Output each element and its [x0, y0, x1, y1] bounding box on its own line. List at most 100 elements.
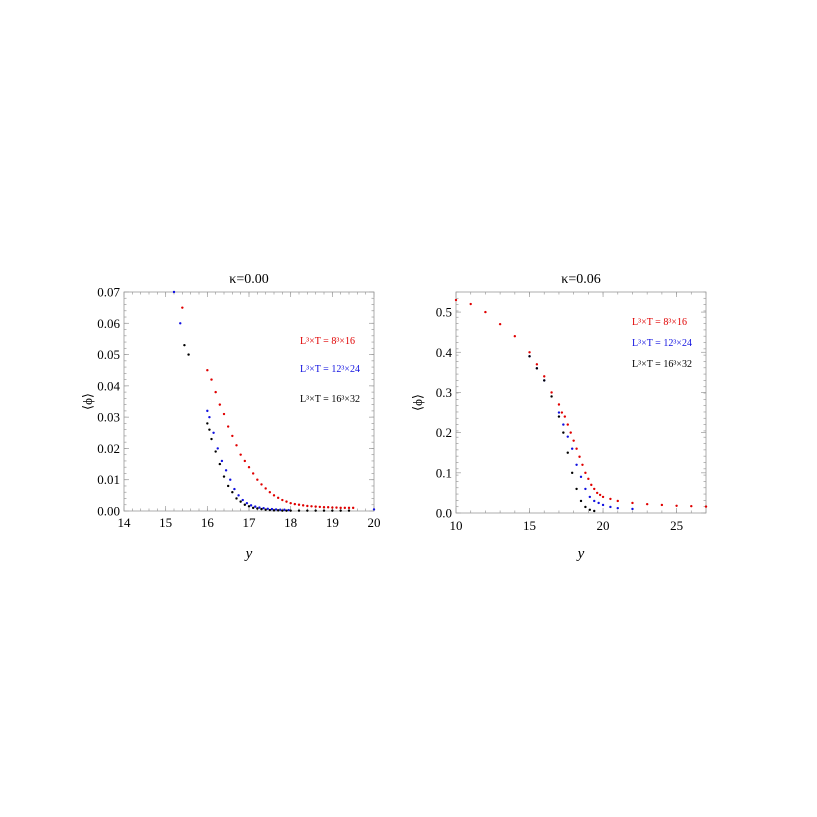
data-point — [233, 487, 236, 491]
data-point — [272, 509, 276, 512]
data-point — [578, 455, 581, 458]
data-point — [570, 471, 574, 475]
data-point — [590, 483, 593, 487]
data-point — [339, 506, 342, 510]
data-point — [281, 509, 284, 512]
series-2 — [528, 355, 634, 511]
data-point — [557, 415, 561, 418]
data-point — [276, 496, 280, 500]
x-axis-label: y — [244, 546, 253, 562]
data-point — [247, 466, 251, 469]
data-point — [318, 505, 322, 509]
data-point — [572, 439, 575, 442]
data-point — [575, 463, 578, 466]
data-point — [351, 506, 355, 510]
data-point — [254, 505, 257, 508]
data-point — [593, 487, 596, 491]
data-point — [704, 505, 708, 508]
data-point — [216, 447, 219, 450]
data-point — [243, 503, 247, 506]
data-point — [372, 508, 376, 511]
data-point — [609, 505, 612, 509]
data-point — [593, 509, 596, 513]
data-point — [281, 498, 284, 502]
chart-kappa-0-06: 10 15 20 25 0.0 0.1 0.2 0.3 0.4 0.5 κ=0.06 y ⟨ϕ⟩ L³×T… — [410, 272, 708, 562]
data-point — [218, 462, 222, 466]
y-tick-label: 0.01 — [97, 472, 120, 487]
legend-entry: L³×T = 12³×24 — [300, 364, 360, 375]
data-point — [206, 422, 209, 425]
data-point — [587, 477, 590, 481]
x-tick-label: 18 — [284, 515, 297, 530]
data-point — [287, 508, 290, 512]
data-point — [566, 423, 569, 426]
data-point — [279, 508, 282, 511]
data-point — [224, 469, 228, 472]
data-point — [335, 506, 338, 509]
data-point — [347, 506, 351, 510]
data-point — [289, 501, 292, 505]
data-point — [268, 491, 272, 494]
data-point — [251, 506, 255, 510]
x-tick-label: 15 — [523, 518, 536, 533]
data-point — [245, 501, 249, 505]
data-point — [563, 415, 567, 418]
data-point — [550, 391, 553, 394]
y-tick-label: 0.4 — [436, 345, 453, 360]
data-point — [306, 509, 309, 512]
data-point — [301, 504, 305, 507]
x-tick-label: 25 — [670, 518, 683, 533]
data-point — [264, 508, 267, 511]
data-point — [210, 378, 213, 381]
data-point — [235, 497, 238, 500]
data-point — [675, 504, 678, 507]
data-point — [469, 302, 472, 306]
series-2 — [172, 290, 376, 512]
data-point — [498, 322, 502, 326]
data-point — [569, 431, 572, 434]
x-tick-label: 19 — [326, 515, 339, 530]
legend-entry: L³×T = 8³×16 — [632, 317, 687, 328]
data-point — [575, 447, 578, 450]
data-point — [584, 487, 587, 491]
data-point — [285, 509, 288, 512]
data-point — [289, 509, 292, 512]
x-axis-label: y — [576, 546, 585, 562]
data-point — [609, 497, 612, 501]
data-point — [616, 499, 619, 503]
data-point — [226, 484, 230, 488]
chart-title: κ=0.06 — [561, 272, 600, 287]
data-point — [616, 506, 619, 510]
data-point — [276, 509, 280, 512]
chart-kappa-0-00: 14 15 16 17 18 19 20 0.00 0.01 0.02 0.03 0.04 0.05 0.… — [80, 272, 381, 562]
data-point — [631, 501, 634, 505]
data-point — [570, 447, 574, 450]
data-point — [347, 509, 351, 512]
data-point — [247, 505, 251, 508]
legend-entry: L³×T = 8³×16 — [300, 336, 355, 347]
data-point — [231, 491, 234, 494]
data-point — [310, 505, 313, 508]
data-point — [187, 353, 190, 356]
y-tick-label: 0.05 — [97, 347, 120, 362]
data-point — [270, 507, 274, 511]
data-point — [598, 493, 602, 497]
data-point — [256, 478, 259, 481]
data-point — [243, 459, 247, 463]
y-tick-label: 0.2 — [436, 425, 452, 440]
data-point — [214, 390, 217, 394]
data-point — [588, 508, 592, 511]
data-point — [297, 509, 301, 512]
data-point — [543, 379, 546, 382]
data-point — [268, 508, 272, 512]
data-point — [210, 437, 213, 441]
data-point — [251, 472, 255, 475]
series-3 — [528, 355, 596, 513]
data-point — [562, 431, 565, 434]
data-point — [208, 415, 211, 419]
data-point — [239, 500, 242, 503]
data-point — [226, 425, 230, 428]
data-point — [566, 435, 569, 438]
data-point — [239, 453, 242, 456]
